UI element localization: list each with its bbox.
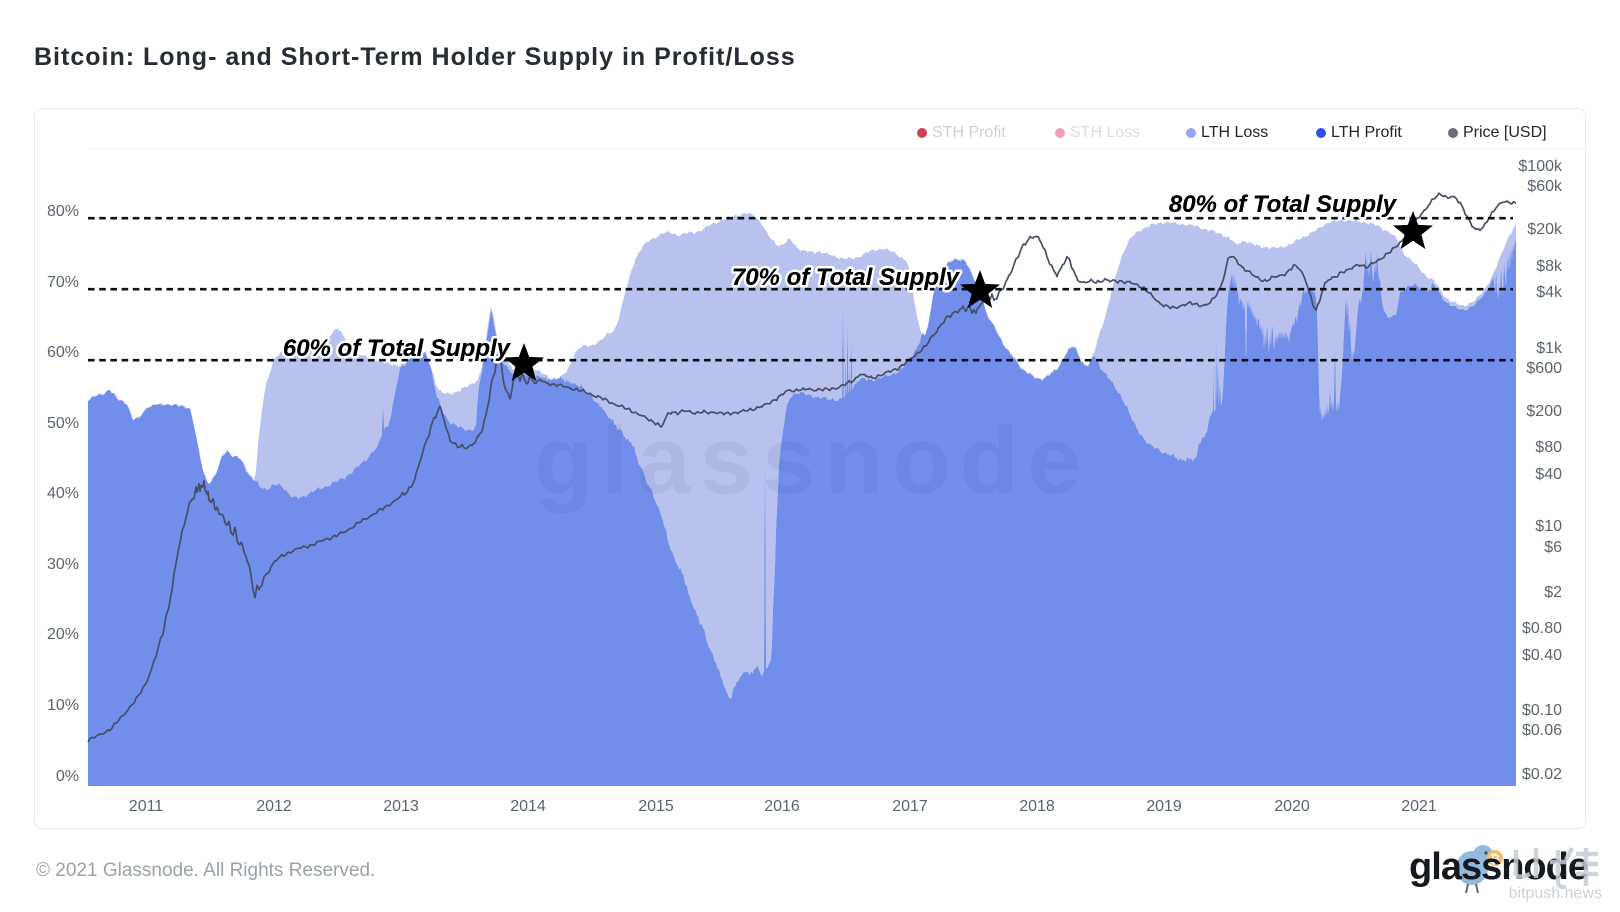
svg-text:glassnode: glassnode (534, 407, 1090, 514)
svg-text:bitpush.news: bitpush.news (1509, 885, 1602, 902)
svg-text:60% of Total Supply: 60% of Total Supply (283, 335, 512, 362)
svg-text:60% of Total Supply: 60% of Total Supply (283, 335, 512, 362)
svg-text:80% of Total Supply: 80% of Total Supply (1169, 191, 1398, 218)
svg-text:₿: ₿ (1490, 852, 1500, 866)
svg-text:70% of Total Supply: 70% of Total Supply (732, 264, 961, 291)
svg-text:70% of Total Supply: 70% of Total Supply (732, 264, 961, 291)
svg-text:80% of Total Supply: 80% of Total Supply (1169, 191, 1398, 218)
svg-text:glassnode: glassnode (1409, 846, 1588, 888)
